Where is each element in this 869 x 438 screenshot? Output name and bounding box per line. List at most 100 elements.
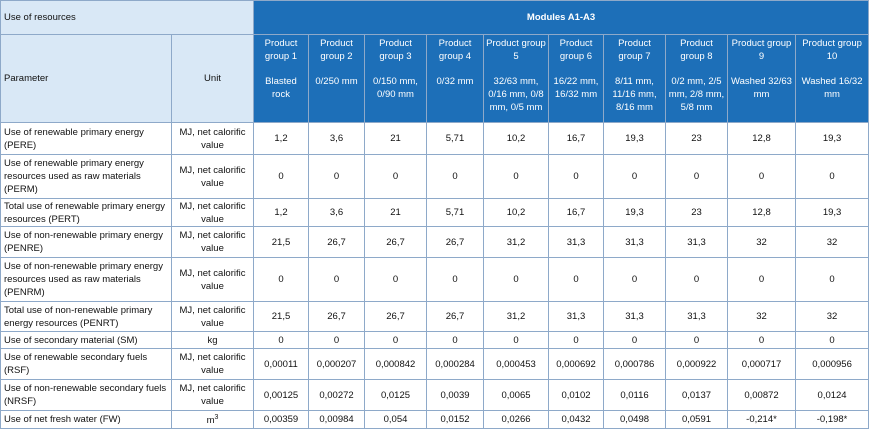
value-cell: 0,000284 (426, 348, 484, 380)
value-cell: 0,00359 (253, 410, 309, 429)
value-cell: 10,2 (483, 198, 549, 227)
table-row: Use of net fresh water (FW) m3 0,00359 0,00… (0, 410, 869, 429)
value-cell: 0,000692 (548, 348, 604, 380)
product-group-header: Product group 6 16/22 mm, 16/32 mm (548, 34, 604, 123)
header-row-top: Use of resources Modules A1-A3 (0, 0, 869, 35)
value-cell: 31,3 (603, 226, 666, 258)
unit-text: MJ, net calorific value (179, 267, 246, 292)
product-group-name: Product group 10 (802, 38, 862, 62)
value-cell: -0,214* (727, 410, 796, 429)
product-group-name: Product group 5 (486, 38, 546, 62)
product-group-header: Product group 1 Blasted rock (253, 34, 309, 123)
value-cell: 21,5 (253, 226, 309, 258)
value-cell: 16,7 (548, 122, 604, 155)
product-group-name: Product group 3 (379, 38, 412, 62)
value-cell: 31,3 (548, 226, 604, 258)
value-cell: 0 (603, 154, 666, 199)
value-cell: 0 (483, 257, 549, 302)
value-cell: 0,00272 (308, 379, 365, 411)
value-cell: 0 (794, 257, 869, 302)
product-group-spec: 0/2 mm, 2/5 mm, 2/8 mm, 5/8 mm (668, 76, 725, 113)
value-cell: 0,0116 (603, 379, 666, 411)
value-cell: 0 (308, 257, 365, 302)
value-cell: 19,3 (794, 198, 869, 227)
value-cell: 0 (426, 257, 484, 302)
table-row: Use of renewable primary energy (PERE) MJ… (0, 122, 869, 155)
value-cell: 32 (727, 226, 796, 258)
unit-cell: MJ, net calorific value (171, 122, 254, 155)
value-cell: 0,00011 (253, 348, 309, 380)
unit-cell: MJ, net calorific value (171, 379, 254, 411)
table-row: Total use of renewable primary energy re… (0, 198, 869, 227)
value-cell: 0,00872 (727, 379, 796, 411)
table-row: Total use of non-renewable primary energ… (0, 301, 869, 332)
value-cell: 0,000207 (308, 348, 365, 380)
value-cell: 0,00125 (253, 379, 309, 411)
value-cell: 3,6 (308, 122, 365, 155)
value-cell: 19,3 (603, 198, 666, 227)
product-group-name: Product group 6 (559, 38, 593, 62)
product-group-name: Product group 8 (680, 38, 713, 62)
parameter-cell: Use of net fresh water (FW) (0, 410, 172, 429)
unit-cell: MJ, net calorific value (171, 301, 254, 332)
unit-cell: m3 (171, 410, 254, 429)
value-cell: 26,7 (364, 226, 427, 258)
value-cell: 31,3 (665, 301, 728, 332)
value-cell: 12,8 (727, 122, 796, 155)
value-cell: 0 (308, 154, 365, 199)
value-cell: 19,3 (794, 122, 869, 155)
value-cell: 0 (253, 257, 309, 302)
value-cell: 0,000842 (364, 348, 427, 380)
value-cell: 0,000453 (483, 348, 549, 380)
product-group-name: Product group 7 (618, 38, 651, 62)
value-cell: 0 (308, 331, 365, 349)
table-row: Use of renewable secondary fuels (RSF) MJ… (0, 348, 869, 380)
product-group-spec: Washed 16/32 mm (801, 76, 863, 100)
value-cell: 21 (364, 122, 427, 155)
product-group-spec: 32/63 mm, 0/16 mm, 0/8 mm, 0/5 mm (488, 76, 544, 113)
value-cell: 0,0102 (548, 379, 604, 411)
value-cell: 21,5 (253, 301, 309, 332)
product-group-name: Product group 1 (264, 38, 298, 62)
value-cell: 0 (364, 154, 427, 199)
table-row: Use of secondary material (SM) kg 0 0 0 0 0 0 0 0… (0, 331, 869, 349)
unit-heading: Unit (171, 34, 254, 123)
table-row: Use of non-renewable primary energy (PEN… (0, 226, 869, 258)
value-cell: 0 (665, 154, 728, 199)
value-cell: 0 (364, 257, 427, 302)
value-cell: 26,7 (426, 301, 484, 332)
value-cell: 0 (727, 154, 796, 199)
value-cell: 0,0591 (665, 410, 728, 429)
value-cell: 5,71 (426, 198, 484, 227)
value-cell: 10,2 (483, 122, 549, 155)
value-cell: 32 (794, 226, 869, 258)
value-cell: 0,000922 (665, 348, 728, 380)
value-cell: 16,7 (548, 198, 604, 227)
table-row: Use of renewable primary energy resource… (0, 154, 869, 199)
value-cell: 0,0039 (426, 379, 484, 411)
value-cell: 0,0065 (483, 379, 549, 411)
parameter-cell: Use of renewable secondary fuels (RSF) (0, 348, 172, 380)
parameter-cell: Use of renewable primary energy (PERE) (0, 122, 172, 155)
value-cell: 0 (603, 331, 666, 349)
unit-cell: MJ, net calorific value (171, 154, 254, 199)
unit-superscript: 3 (214, 414, 219, 422)
product-group-spec: 0/32 mm (436, 76, 474, 87)
value-cell: 0 (483, 331, 549, 349)
value-cell: 0 (426, 154, 484, 199)
unit-cell: MJ, net calorific value (171, 198, 254, 227)
value-cell: 23 (665, 198, 728, 227)
product-group-header: Product group 8 0/2 mm, 2/5 mm, 2/8 mm, 5… (665, 34, 728, 123)
value-cell: 31,2 (483, 301, 549, 332)
value-cell: 23 (665, 122, 728, 155)
value-cell: 26,7 (308, 301, 365, 332)
use-of-resources-heading: Use of resources (0, 0, 254, 35)
value-cell: 3,6 (308, 198, 365, 227)
product-group-spec: Blasted rock (265, 76, 297, 100)
unit-text: m (206, 415, 215, 427)
value-cell: 12,8 (727, 198, 796, 227)
value-cell: 0,000717 (727, 348, 796, 380)
value-cell: 0,054 (364, 410, 427, 429)
value-cell: 26,7 (364, 301, 427, 332)
product-group-spec: 16/22 mm, 16/32 mm (553, 76, 599, 100)
